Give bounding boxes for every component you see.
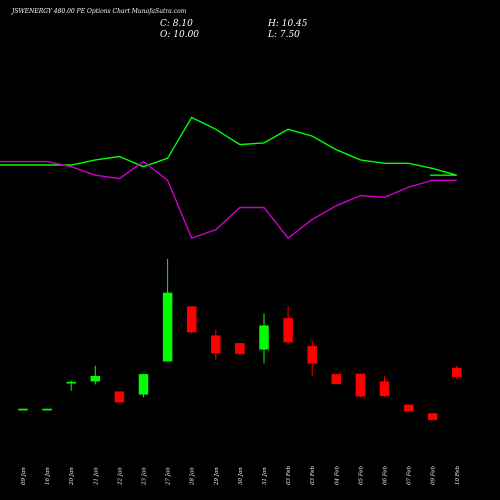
- x-tick-label: 03 Feb: [310, 465, 316, 485]
- chart-title: JSWENERGY 480.00 PE Options Chart Munafa…: [12, 8, 187, 15]
- candle-body: [90, 375, 101, 382]
- x-tick-label: 03 Feb: [286, 465, 292, 485]
- x-tick-label: 29 Jan: [214, 467, 220, 486]
- candle-body: [283, 318, 293, 343]
- candle-body: [235, 343, 245, 355]
- open-label: O: 10.00: [160, 30, 200, 40]
- x-tick-label: 09 Jan: [21, 467, 27, 485]
- x-tick-label: 20 Jan: [69, 467, 75, 486]
- candle-body: [403, 404, 414, 412]
- x-tick-label: 21 Jan: [93, 467, 99, 486]
- x-tick-label: 09 Feb: [431, 465, 437, 485]
- x-tick-label: 06 Feb: [383, 465, 389, 485]
- candle-body: [259, 325, 269, 350]
- candle-body: [331, 374, 342, 385]
- candle-body: [452, 367, 462, 377]
- candle-body: [114, 391, 125, 403]
- candle-body: [66, 381, 76, 384]
- x-tick-label: 28 Jan: [190, 467, 196, 486]
- line-series-1: [0, 116, 457, 176]
- candle-body: [211, 335, 221, 354]
- x-tick-label: 10 Feb: [455, 465, 461, 485]
- x-tick-label: 16 Jan: [45, 467, 51, 485]
- line-series-2: [0, 160, 457, 240]
- candle-body: [307, 345, 317, 364]
- x-tick-label: 30 Jan: [238, 467, 244, 485]
- candle-body: [42, 408, 52, 411]
- candle-body: [186, 306, 197, 333]
- candle-body: [162, 292, 173, 362]
- low-label: L: 7.50: [268, 30, 300, 40]
- high-label: H: 10.45: [268, 19, 308, 29]
- candle-body: [427, 413, 438, 421]
- x-tick-label: 05 Feb: [358, 465, 364, 485]
- candle-body: [18, 408, 28, 411]
- x-tick-label: 31 Jan: [262, 467, 268, 485]
- candle-body: [379, 381, 390, 397]
- x-tick-label: 04 Feb: [334, 465, 340, 485]
- candle-body: [355, 373, 366, 397]
- x-tick-label: 27 Jan: [166, 467, 172, 486]
- x-tick-label: 07 Feb: [407, 465, 413, 485]
- x-tick-label: 22 Jan: [117, 467, 123, 486]
- close-label: C: 8.10: [160, 19, 193, 29]
- x-tick-label: 23 Jan: [142, 467, 148, 486]
- candle-body: [138, 374, 149, 395]
